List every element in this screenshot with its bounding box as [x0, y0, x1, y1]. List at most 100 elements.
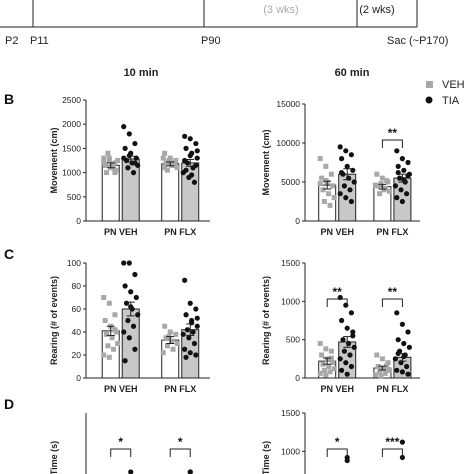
y-tick-label: 1500 [281, 408, 300, 418]
y-axis-label: Rearing (# of events) [261, 276, 271, 365]
data-point-tia [395, 350, 401, 357]
data-point-tia [348, 198, 354, 205]
data-point-tia [128, 469, 134, 474]
y-tick-label: 2500 [62, 95, 81, 105]
significance-bracket [326, 298, 348, 307]
data-point-tia [194, 323, 200, 329]
data-point-veh [382, 370, 388, 376]
data-point-tia [339, 156, 345, 162]
data-point-tia [186, 335, 192, 341]
data-point-veh [106, 354, 112, 360]
data-point-tia [187, 350, 193, 356]
significance-label: *** [385, 435, 399, 449]
data-point-veh [330, 183, 336, 189]
data-point-tia [341, 183, 347, 189]
y-tick-label: 500 [286, 335, 300, 345]
data-point-veh [386, 188, 392, 194]
data-point-tia [394, 148, 400, 154]
data-point-tia [399, 439, 405, 445]
data-point-veh [378, 181, 384, 187]
timeline: (3 wks) (2 wks) P2 P11 P90 Sac (~P170) [0, 0, 448, 47]
x-group-label: PN VEH [104, 384, 138, 394]
data-point-tia [121, 124, 127, 130]
data-point-tia [348, 310, 354, 316]
data-point-tia [343, 195, 349, 201]
significance-bracket [169, 448, 191, 457]
data-point-tia [401, 167, 407, 173]
significance-label: ** [388, 126, 398, 140]
chart-panel-c-60min: 0 500 1000 1500 Rearing (# of events) PN VEH P… [261, 258, 420, 394]
data-point-tia [182, 346, 188, 352]
data-point-veh [323, 177, 329, 183]
data-point-veh [381, 366, 387, 372]
data-point-veh [112, 170, 118, 176]
y-axis-label: Rearing (# of events) [49, 276, 59, 365]
data-point-veh [115, 158, 121, 163]
data-point-tia [406, 344, 412, 350]
data-point-veh [167, 329, 173, 335]
data-point-tia [187, 136, 193, 142]
timeline-label-p11: P11 [30, 35, 49, 47]
data-point-veh [104, 331, 110, 337]
data-point-veh [374, 352, 380, 358]
data-point-tia [180, 331, 186, 337]
data-point-tia [394, 367, 400, 373]
y-axis-label: Movement (cm) [261, 129, 271, 195]
bar-tia [121, 158, 140, 222]
chart-panel-c-10min: 0 20 40 60 80 100 Rearing (# of events) PN VEH P… [49, 258, 210, 394]
data-point-tia [191, 340, 198, 347]
y-tick-label: 1500 [281, 258, 300, 268]
data-point-tia [344, 163, 350, 169]
data-point-tia [126, 131, 132, 137]
y-tick-label: 0 [76, 216, 81, 226]
data-point-veh [384, 177, 390, 183]
data-point-veh [112, 327, 118, 333]
data-point-tia [128, 289, 134, 295]
data-point-veh [382, 185, 388, 191]
data-point-tia [404, 363, 410, 370]
y-tick-label: 80 [72, 281, 82, 291]
data-point-tia [405, 371, 411, 377]
data-point-tia [193, 140, 199, 147]
data-point-tia [121, 155, 127, 161]
data-point-tia [394, 310, 400, 316]
data-point-tia [348, 363, 354, 370]
data-point-veh [106, 300, 112, 306]
y-tick-label: 0 [295, 373, 300, 383]
data-point-tia [399, 454, 405, 461]
legend-label-veh: VEH [442, 79, 465, 91]
x-group-label: PN VEH [104, 227, 138, 237]
significance-bracket [381, 139, 403, 148]
data-point-veh [331, 366, 337, 372]
y-axis-label: Movement (cm) [49, 127, 59, 193]
data-point-veh [323, 346, 329, 352]
data-point-veh [372, 372, 378, 378]
data-point-tia [187, 153, 193, 159]
data-point-tia [347, 187, 353, 193]
x-group-label: PN VEH [320, 227, 354, 237]
data-point-tia [401, 340, 407, 347]
data-point-veh [163, 160, 169, 166]
data-point-veh [162, 150, 168, 156]
x-group-label: PN FLX [376, 384, 408, 394]
data-point-tia [399, 156, 405, 162]
data-point-tia [193, 162, 199, 168]
data-point-tia [343, 360, 349, 366]
data-point-tia [191, 179, 198, 185]
data-point-tia [121, 260, 127, 266]
data-point-veh [317, 181, 323, 187]
bar-tia [121, 308, 140, 379]
data-point-veh [160, 155, 166, 161]
data-point-veh [160, 350, 166, 356]
significance-bracket [110, 448, 132, 457]
data-point-tia [194, 148, 200, 154]
data-point-veh [377, 191, 383, 197]
data-point-veh [164, 167, 170, 173]
data-point-veh [328, 355, 334, 361]
data-point-veh [384, 363, 390, 369]
data-point-tia [340, 337, 346, 343]
data-point-tia [350, 333, 356, 339]
y-tick-label: 1500 [62, 143, 81, 153]
data-point-veh [174, 165, 180, 171]
